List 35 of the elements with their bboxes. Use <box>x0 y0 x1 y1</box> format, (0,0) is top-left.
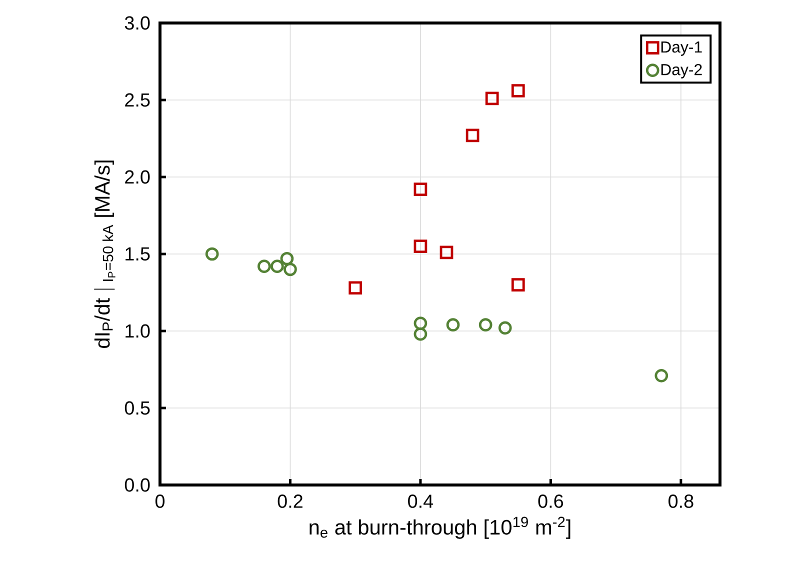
point <box>654 368 668 382</box>
point <box>348 281 362 295</box>
point <box>414 327 428 341</box>
y-axis-title: $\text{dI}_{\text{P}}\text{/dt }|_{\text{ I}_{\text{P}}\text{=50 kA}}\text{ [MA/s]}$ <box>94 160 116 348</box>
legend-label: Day-2 <box>661 64 702 78</box>
y-tick-label: 0.5 <box>124 401 150 415</box>
point <box>485 92 499 106</box>
x-tick-label: 0.6 <box>538 494 564 508</box>
point <box>414 316 428 330</box>
y-tick-label: 1.5 <box>126 247 150 261</box>
point <box>511 84 525 98</box>
y-tick-label: 0.0 <box>124 478 150 492</box>
y-tick-label: 1.0 <box>126 324 150 338</box>
point <box>440 246 454 260</box>
point <box>478 318 492 332</box>
point <box>280 252 294 266</box>
point <box>466 128 480 142</box>
point <box>284 262 297 276</box>
legend-label: Day-1 <box>661 42 702 56</box>
x-axis-title: n$_{e}$ at burn-through [10$^{19}$ m$^{-2}$] <box>310 516 570 539</box>
point <box>258 260 271 273</box>
y-tick-label: 2.0 <box>125 170 150 184</box>
x-tick-label: 0 <box>155 494 165 508</box>
point <box>414 182 428 196</box>
x-tick-label: 0.4 <box>408 494 434 508</box>
point <box>511 278 525 292</box>
y-tick-label: 3.0 <box>124 16 150 30</box>
x-tick-label: 0.8 <box>668 494 694 508</box>
point <box>498 321 512 335</box>
y-tick-label: 2.5 <box>125 93 150 107</box>
point <box>205 247 219 261</box>
point <box>414 240 428 253</box>
x-tick-label: 0.2 <box>278 494 302 508</box>
point <box>446 318 460 332</box>
point <box>270 260 284 273</box>
